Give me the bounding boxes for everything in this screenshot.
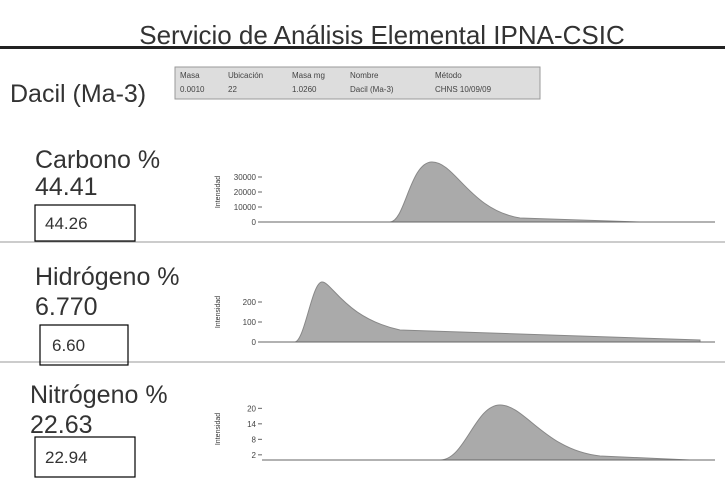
element-name: Hidrógeno % [35, 263, 180, 291]
result-box [34, 204, 136, 242]
result-box [39, 324, 129, 366]
axis-label: Intensidad [215, 176, 222, 208]
table-header: Método [435, 71, 462, 80]
result-box [34, 436, 136, 478]
table-header: Ubicación [228, 71, 263, 80]
table-header: Nombre [350, 71, 379, 80]
y-tick-label: 8 [252, 435, 257, 444]
element-name: Nitrógeno % [30, 381, 168, 409]
title: Servicio de Análisis Elemental IPNA-CSIC [139, 20, 625, 50]
y-tick-label: 0 [252, 218, 257, 227]
y-tick-label: 20000 [234, 188, 257, 197]
element-value: 22.63 [30, 411, 93, 439]
y-tick-label: 10000 [234, 203, 257, 212]
peak [439, 404, 691, 461]
result-value: 6.60 [52, 336, 85, 355]
axis-label: Intensidad [215, 296, 222, 328]
element-value: 44.41 [35, 173, 98, 201]
y-tick-label: 30000 [234, 173, 257, 182]
info-table [174, 66, 541, 100]
y-tick-label: 2 [252, 451, 257, 460]
element-value: 6.770 [35, 293, 98, 321]
table-header: Masa mg [292, 71, 325, 80]
peak [294, 281, 701, 343]
y-tick-label: 0 [252, 338, 257, 347]
table-cell: Dacil (Ma-3) [350, 85, 394, 94]
title-rule [0, 46, 725, 49]
table-cell: 0.0010 [180, 85, 205, 94]
y-tick-label: 100 [243, 318, 257, 327]
element-name: Carbono % [35, 146, 160, 174]
table-header: Masa [180, 71, 200, 80]
sample-name: Dacil (Ma-3) [10, 80, 146, 108]
table-cell: 22 [228, 85, 237, 94]
y-tick-label: 200 [243, 298, 257, 307]
y-tick-label: 20 [247, 404, 256, 413]
table-cell: CHNS 10/09/09 [435, 85, 492, 94]
axis-label: Intensidad [215, 413, 222, 445]
result-value: 44.26 [45, 214, 88, 233]
result-value: 22.94 [45, 448, 88, 467]
table-cell: 1.0260 [292, 85, 317, 94]
y-tick-label: 14 [247, 420, 256, 429]
peak [389, 161, 641, 223]
